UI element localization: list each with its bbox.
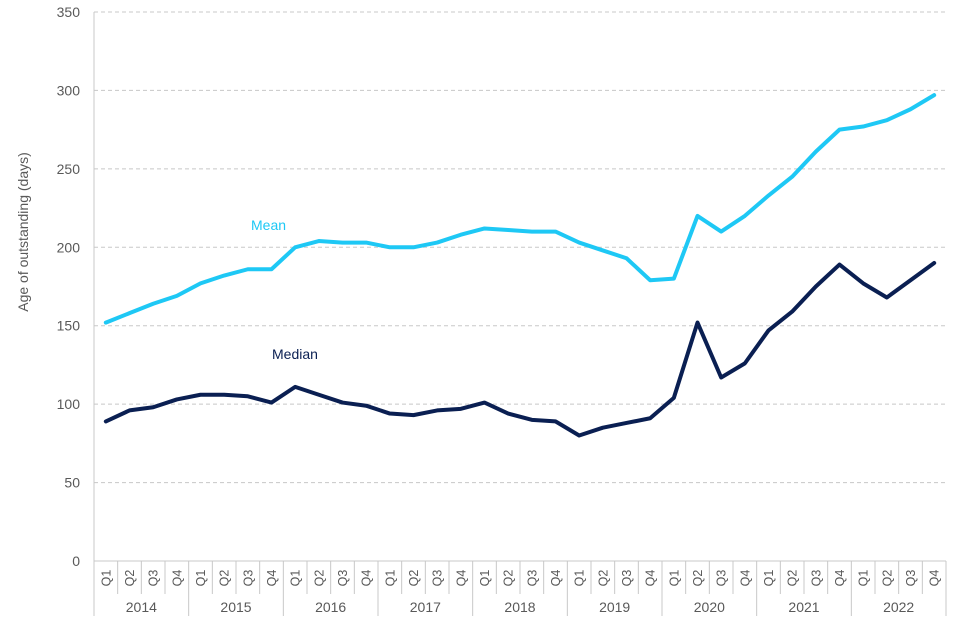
gridlines <box>93 11 946 616</box>
x-tick-label-quarter: Q4 <box>928 570 942 587</box>
y-axis-ticks: 0 50 100 150 200 250 300 350 <box>57 4 81 569</box>
x-tick-label-quarter: Q3 <box>715 570 729 587</box>
x-tick-label-quarter: Q3 <box>525 570 539 587</box>
x-tick-label-quarter: Q1 <box>573 570 587 587</box>
y-tick-label: 250 <box>57 161 81 177</box>
x-tick-label-quarter: Q2 <box>880 570 894 587</box>
x-tick-label-year: 2017 <box>410 599 441 615</box>
y-tick-label: 150 <box>57 318 81 334</box>
x-axis: Q1 Q2 Q3 Q4 2014 Q1 Q2 Q3 Q4 2015 Q1 Q2 Q3 Q4 2016 Q1 Q2… <box>93 561 947 616</box>
y-tick-label: 200 <box>57 239 81 255</box>
y-tick-label: 100 <box>57 396 81 412</box>
x-tick-label-quarter: Q1 <box>383 570 397 587</box>
x-tick-label-year: 2019 <box>599 599 630 615</box>
x-tick-label-quarter: Q3 <box>336 570 350 587</box>
series-line-median <box>103 260 937 438</box>
x-tick-label-quarter: Q1 <box>478 570 492 587</box>
x-tick-label-year: 2021 <box>788 599 819 615</box>
series-label-mean: Mean <box>251 217 286 233</box>
x-tick-label-quarter: Q1 <box>667 570 681 587</box>
x-tick-label-quarter: Q2 <box>407 570 421 587</box>
series-line-mean <box>103 93 937 325</box>
x-tick-label-quarter: Q3 <box>809 570 823 587</box>
x-tick-label-quarter: Q1 <box>99 570 113 587</box>
series-label-median: Median <box>272 346 318 362</box>
y-tick-label: 350 <box>57 4 81 20</box>
x-tick-label-quarter: Q2 <box>786 570 800 587</box>
x-tick-label-quarter: Q4 <box>644 570 658 587</box>
y-tick-label: 300 <box>57 82 81 98</box>
x-tick-label-year: 2015 <box>220 599 251 615</box>
x-tick-label-quarter: Q1 <box>857 570 871 587</box>
x-tick-label-year: 2018 <box>504 599 535 615</box>
x-tick-label-quarter: Q3 <box>147 570 161 587</box>
y-tick-label: 0 <box>72 553 80 569</box>
y-axis-label: Age of outstanding (days) <box>15 152 31 312</box>
y-tick-label: 50 <box>64 475 80 491</box>
x-tick-label-quarter: Q2 <box>596 570 610 587</box>
x-tick-label-year: 2016 <box>315 599 346 615</box>
x-tick-label-quarter: Q3 <box>241 570 255 587</box>
x-tick-label-quarter: Q1 <box>762 570 776 587</box>
series-lines <box>103 93 937 438</box>
x-tick-label-quarter: Q1 <box>289 570 303 587</box>
x-tick-label-quarter: Q3 <box>904 570 918 587</box>
x-tick-label-quarter: Q2 <box>218 570 232 587</box>
x-tick-label-year: 2014 <box>126 599 157 615</box>
x-tick-label-quarter: Q3 <box>431 570 445 587</box>
x-tick-label-quarter: Q4 <box>549 570 563 587</box>
x-tick-label-quarter: Q4 <box>738 570 752 587</box>
x-tick-label-quarter: Q3 <box>620 570 634 587</box>
x-tick-label-quarter: Q1 <box>194 570 208 587</box>
x-tick-label-year: 2020 <box>694 599 725 615</box>
x-tick-label-quarter: Q2 <box>502 570 516 587</box>
x-tick-label-quarter: Q2 <box>123 570 137 587</box>
x-tick-label-quarter: Q4 <box>454 570 468 587</box>
x-tick-label-quarter: Q2 <box>312 570 326 587</box>
x-tick-label-quarter: Q4 <box>360 570 374 587</box>
x-tick-label-quarter: Q4 <box>833 570 847 587</box>
x-tick-label-quarter: Q4 <box>265 570 279 587</box>
x-tick-label-year: 2022 <box>883 599 914 615</box>
x-tick-label-quarter: Q2 <box>691 570 705 587</box>
x-tick-label-quarter: Q4 <box>170 570 184 587</box>
